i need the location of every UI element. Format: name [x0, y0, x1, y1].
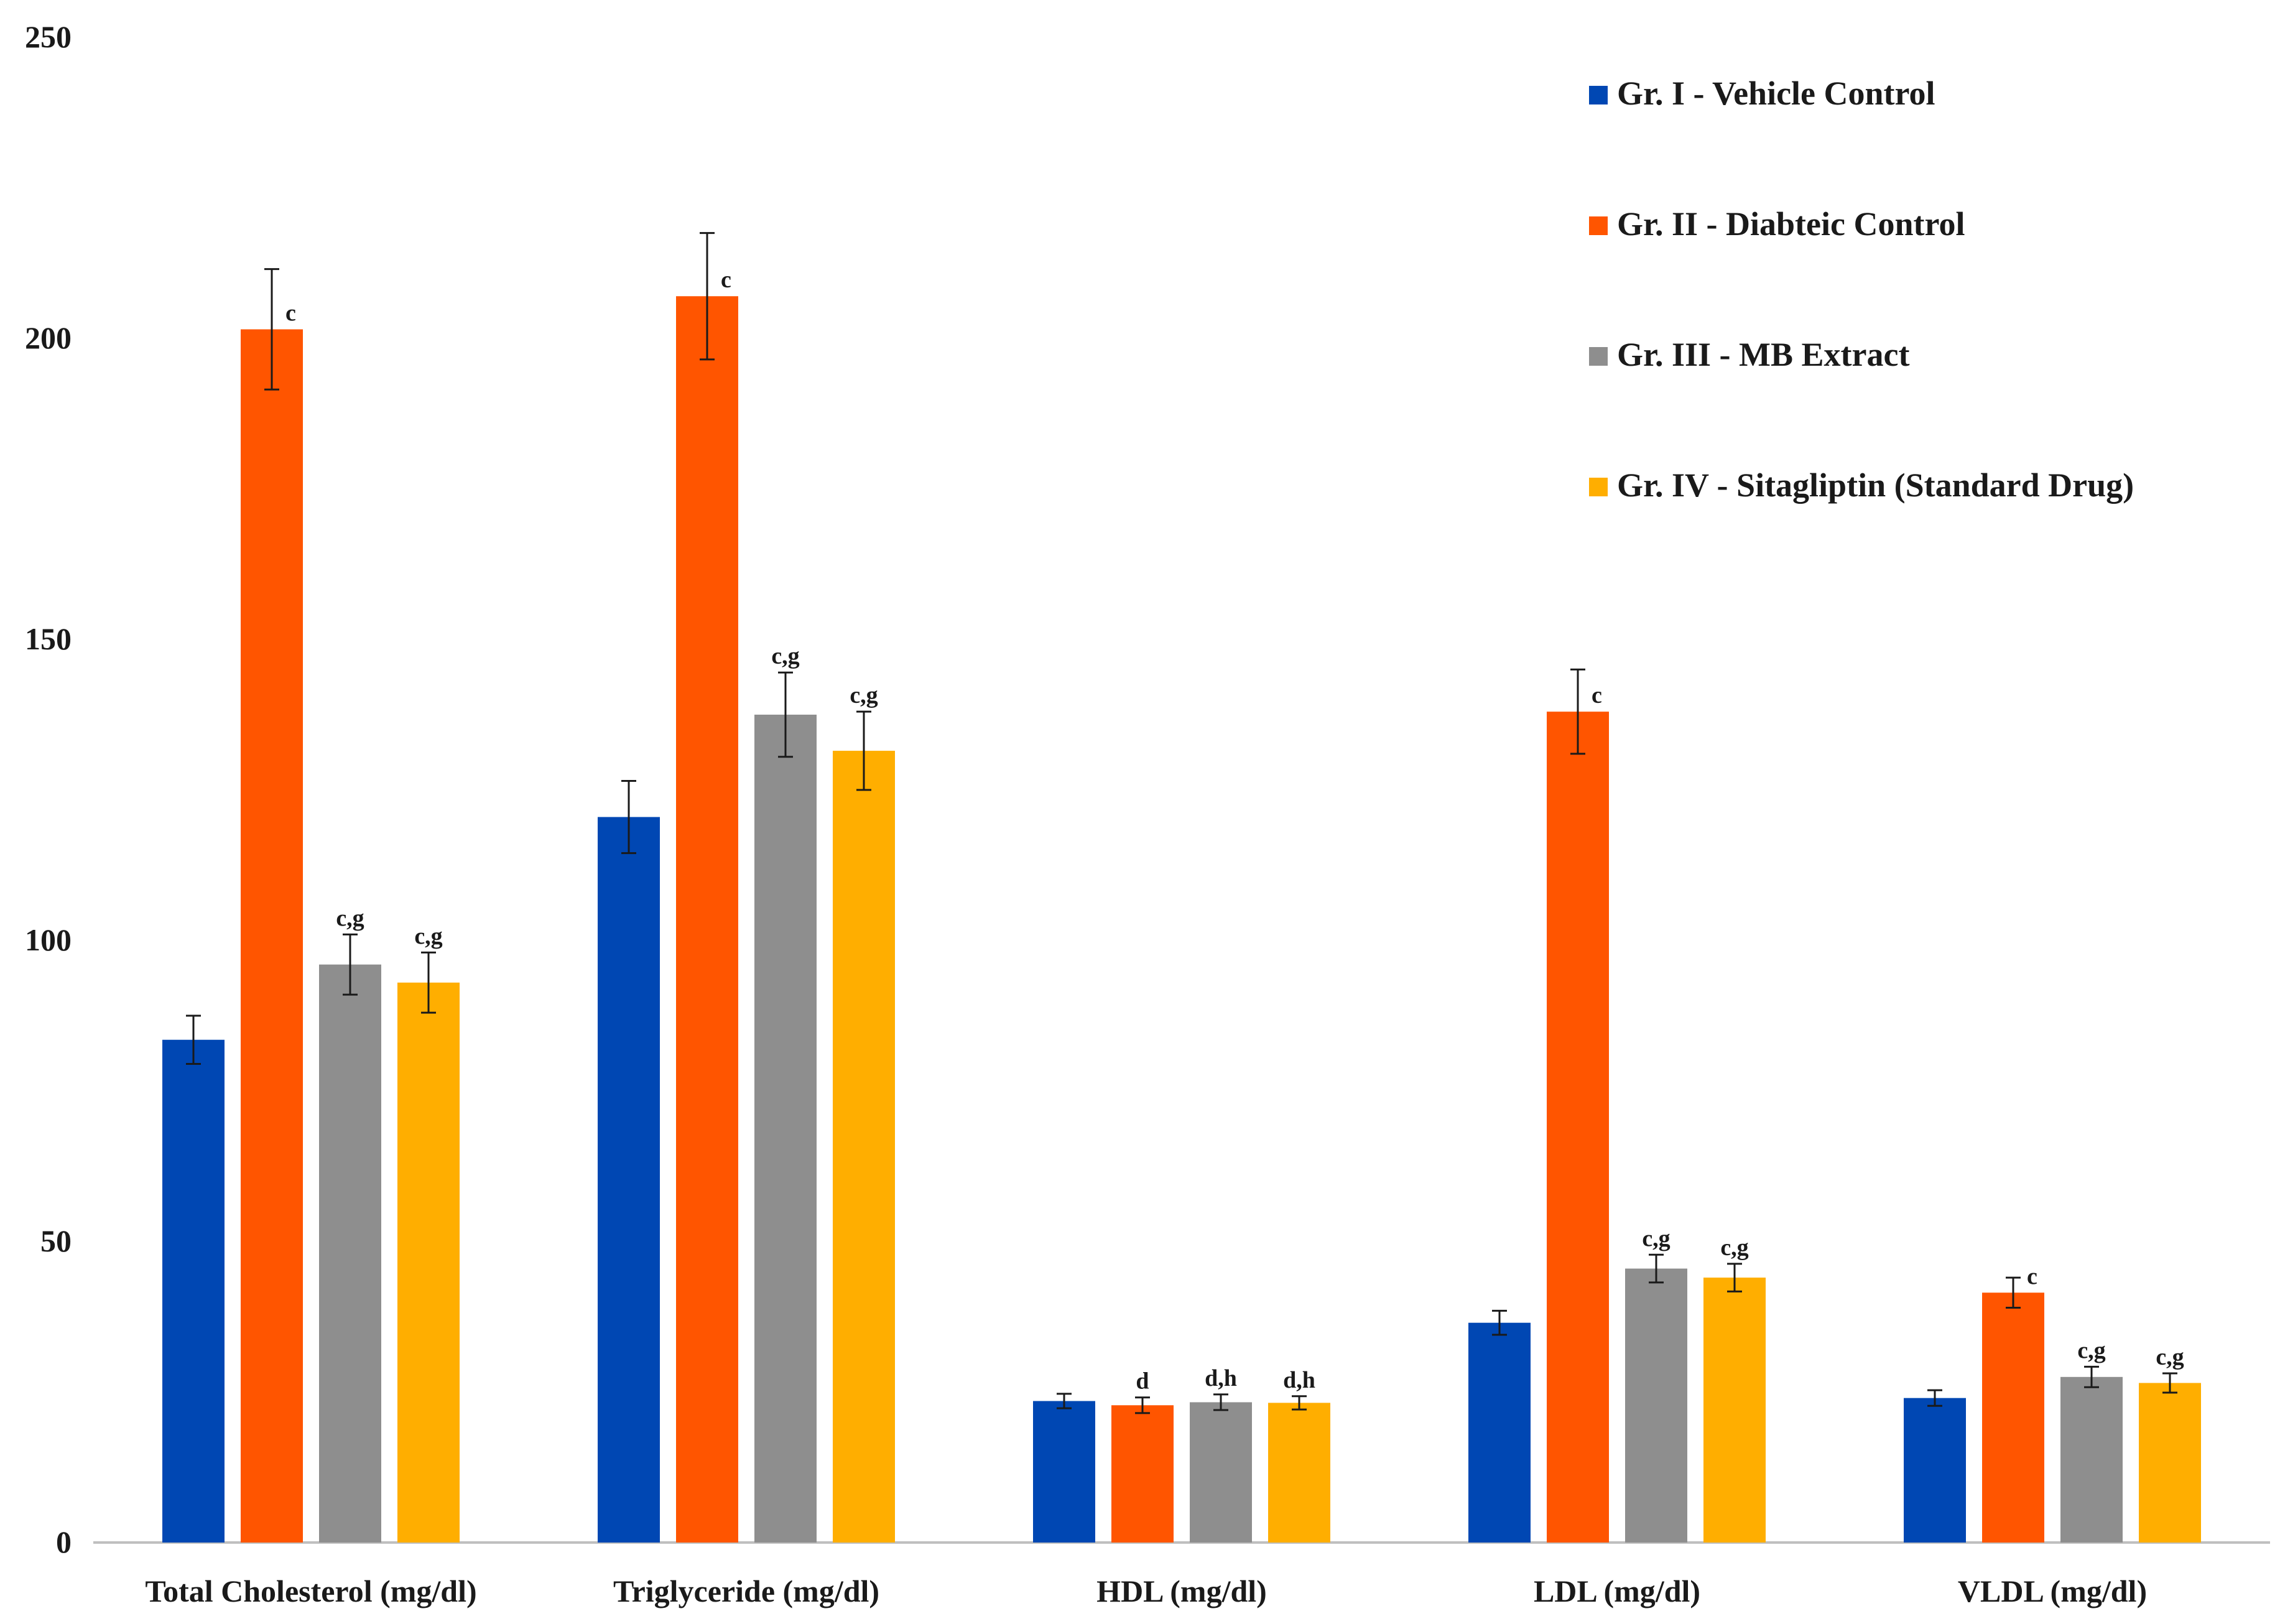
error-bar-series3-cat3	[1213, 1393, 1228, 1411]
sig-label-series2-cat2: c	[721, 267, 731, 293]
bar-series2-cat4	[1547, 712, 1609, 1543]
sig-label-series2-cat3: d	[1136, 1368, 1149, 1394]
error-bar-series1-cat1	[186, 1014, 201, 1065]
bar-series1-cat1	[162, 1039, 225, 1543]
bars	[162, 296, 2201, 1543]
sig-label-series3-cat4: c,g	[1642, 1225, 1670, 1251]
sig-label-series4-cat5: c,g	[2156, 1344, 2184, 1370]
error-bar-series2-cat4	[1570, 668, 1585, 755]
error-bar-series4-cat5	[2162, 1372, 2177, 1394]
error-bar-series2-cat5	[2006, 1276, 2021, 1309]
bar-series1-cat4	[1468, 1322, 1531, 1543]
legend-item-4: Gr. IV - Sitagliptin (Standard Drug)	[1589, 466, 2134, 504]
legend-swatch-4	[1589, 478, 1608, 496]
legend-label-1: Gr. I - Vehicle Control	[1617, 75, 1935, 112]
x-tick-label-4: LDL (mg/dl)	[1534, 1574, 1700, 1608]
x-axis-category-labels: Total Cholesterol (mg/dl) Triglyceride (m…	[145, 1574, 2147, 1608]
error-bar-series4-cat3	[1292, 1395, 1307, 1411]
error-bar-series1-cat4	[1492, 1309, 1507, 1336]
sig-label-series3-cat5: c,g	[2077, 1337, 2105, 1363]
sig-label-series2-cat1: c	[285, 300, 296, 326]
bar-series2-cat2	[676, 296, 738, 1543]
error-bar-series1-cat2	[621, 779, 636, 855]
y-tick-label-50: 50	[40, 1223, 72, 1258]
bar-series4-cat1	[397, 982, 460, 1543]
legend: Gr. I - Vehicle Control Gr. II - Diabteic…	[1589, 75, 2134, 504]
legend-swatch-2	[1589, 216, 1608, 235]
error-bar-series4-cat1	[421, 951, 436, 1014]
bar-series3-cat5	[2060, 1376, 2123, 1543]
x-tick-label-2: Triglyceride (mg/dl)	[613, 1574, 879, 1608]
legend-swatch-1	[1589, 86, 1608, 104]
legend-swatch-3	[1589, 347, 1608, 366]
error-bar-series2-cat3	[1135, 1396, 1150, 1414]
bar-series4-cat2	[833, 751, 895, 1543]
sig-label-series2-cat4: c	[1592, 682, 1602, 708]
bar-series1-cat5	[1904, 1398, 1966, 1543]
error-bar-series3-cat4	[1649, 1253, 1664, 1284]
y-tick-label-150: 150	[25, 621, 72, 656]
sig-label-series3-cat3: d,h	[1205, 1365, 1237, 1391]
bar-series4-cat3	[1268, 1403, 1330, 1543]
sig-label-series2-cat5: c	[2027, 1263, 2037, 1289]
x-tick-label-5: VLDL (mg/dl)	[1958, 1574, 2147, 1608]
bar-series2-cat3	[1111, 1405, 1174, 1543]
bar-series2-cat5	[1982, 1292, 2044, 1543]
legend-item-1: Gr. I - Vehicle Control	[1589, 75, 1935, 112]
bar-series4-cat5	[2139, 1383, 2201, 1543]
y-tick-label-200: 200	[25, 320, 72, 355]
y-axis-tick-labels: 0 50 100 150 200 250	[25, 19, 72, 1559]
y-tick-label-100: 100	[25, 922, 72, 957]
x-tick-label-3: HDL (mg/dl)	[1096, 1574, 1267, 1608]
bar-series3-cat2	[754, 715, 817, 1543]
bar-series1-cat2	[598, 817, 660, 1543]
error-bar-series3-cat2	[778, 671, 793, 758]
bar-series3-cat3	[1190, 1402, 1252, 1543]
y-tick-label-0: 0	[56, 1524, 72, 1559]
error-bar-series1-cat5	[1927, 1389, 1942, 1407]
error-bar-series3-cat5	[2084, 1365, 2099, 1388]
x-tick-label-1: Total Cholesterol (mg/dl)	[145, 1574, 476, 1608]
error-bar-series2-cat1	[264, 268, 279, 391]
error-bar-series1-cat3	[1057, 1393, 1072, 1409]
sig-label-series3-cat1: c,g	[336, 905, 364, 931]
legend-item-2: Gr. II - Diabteic Control	[1589, 205, 1965, 243]
sig-label-series4-cat3: d,h	[1283, 1367, 1315, 1393]
y-tick-label-250: 250	[25, 19, 72, 54]
sig-label-series4-cat2: c,g	[850, 682, 878, 708]
sig-label-series3-cat2: c,g	[771, 643, 799, 669]
bar-series3-cat4	[1625, 1268, 1687, 1543]
error-bar-series3-cat1	[343, 933, 358, 996]
bar-series1-cat3	[1033, 1401, 1095, 1543]
bar-series3-cat1	[319, 964, 381, 1543]
error-bar-series2-cat2	[700, 232, 715, 361]
bar-series2-cat1	[241, 329, 303, 1543]
legend-item-3: Gr. III - MB Extract	[1589, 336, 1909, 373]
error-bar-series4-cat4	[1727, 1263, 1742, 1292]
significance-labels: c c,g c,g c c,g c,g d d,h d,h c c,g c,g c c,g c,g	[285, 267, 2184, 1394]
bar-series4-cat4	[1703, 1278, 1766, 1543]
error-bars	[186, 232, 2177, 1414]
error-bar-series4-cat2	[856, 710, 871, 791]
legend-label-2: Gr. II - Diabteic Control	[1617, 205, 1965, 243]
legend-label-4: Gr. IV - Sitagliptin (Standard Drug)	[1617, 466, 2134, 504]
legend-label-3: Gr. III - MB Extract	[1617, 336, 1909, 373]
sig-label-series4-cat4: c,g	[1720, 1235, 1748, 1261]
sig-label-series4-cat1: c,g	[414, 923, 442, 949]
